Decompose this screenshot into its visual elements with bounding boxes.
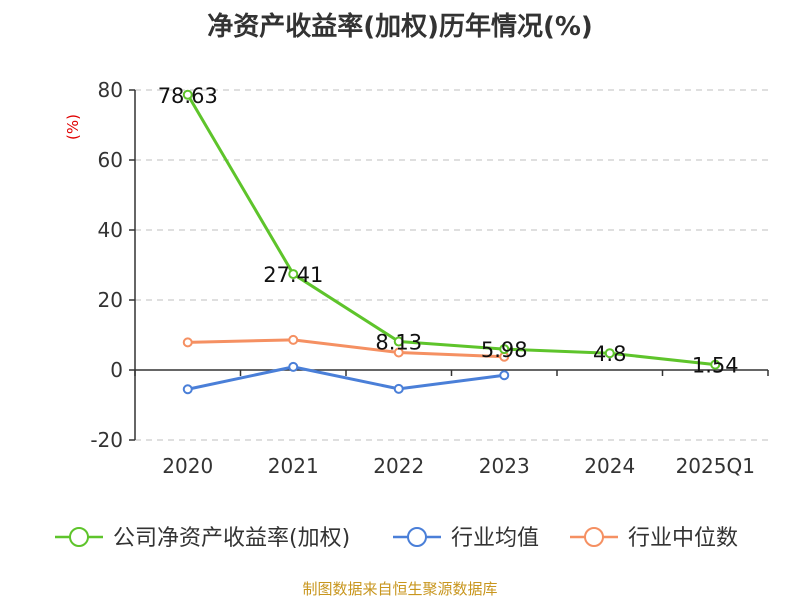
data-point	[710, 359, 721, 370]
x-tick-label: 2024	[584, 454, 635, 478]
axes: 80 60 40 20 0 -20 2020 2021 2022 2023 2024 2025Q1	[90, 78, 769, 478]
y-tick-label: 40	[98, 218, 123, 242]
y-tick-label: 0	[110, 358, 123, 382]
data-label: 4.8	[593, 342, 626, 366]
y-axis-unit-label: (%)	[64, 114, 82, 140]
y-tick-label: 60	[98, 148, 123, 172]
y-tick-label: 20	[98, 288, 123, 312]
data-point	[393, 336, 404, 347]
legend-label: 公司净资产收益率(加权)	[113, 526, 350, 551]
legend-marker	[407, 527, 427, 547]
data-label: 78.63	[158, 84, 218, 108]
y-tick-label: 80	[98, 78, 123, 102]
source-note: 制图数据来自恒生聚源数据库	[302, 580, 498, 598]
grid-lines	[135, 89, 768, 441]
data-point	[393, 383, 404, 394]
series-line	[186, 94, 716, 367]
data-label: 8.13	[375, 331, 422, 355]
chart-title: 净资产收益率(加权)历年情况(%)	[207, 12, 593, 42]
x-tick-label: 2021	[268, 454, 319, 478]
data-point	[499, 344, 510, 355]
data-point	[604, 348, 615, 359]
data-labels: 78.63 27.41 8.13 5.98 4.8 1.54	[158, 84, 739, 378]
data-point	[288, 269, 299, 280]
series-layer	[182, 89, 721, 395]
data-point	[182, 384, 193, 395]
series-line	[187, 365, 505, 391]
data-point	[288, 361, 299, 372]
data-label: 5.98	[481, 338, 528, 362]
x-tick-label: 2023	[479, 454, 530, 478]
legend-marker	[584, 527, 604, 547]
legend-label: 行业中位数	[628, 526, 738, 551]
series-line	[187, 338, 505, 359]
y-tick-label: -20	[90, 428, 123, 452]
data-point	[288, 334, 299, 345]
x-tick-label: 2020	[162, 454, 213, 478]
data-point	[393, 347, 404, 358]
data-point	[182, 337, 193, 348]
data-label: 1.54	[692, 354, 739, 378]
x-tick-label: 2022	[373, 454, 424, 478]
legend-marker	[69, 527, 89, 547]
data-label: 27.41	[263, 263, 323, 287]
legend-label: 行业均值	[451, 526, 539, 551]
data-point	[499, 370, 510, 381]
data-point	[182, 89, 193, 100]
legend: 公司净资产收益率(加权) 行业均值 行业中位数	[55, 526, 738, 551]
x-tick-label: 2025Q1	[676, 454, 755, 478]
